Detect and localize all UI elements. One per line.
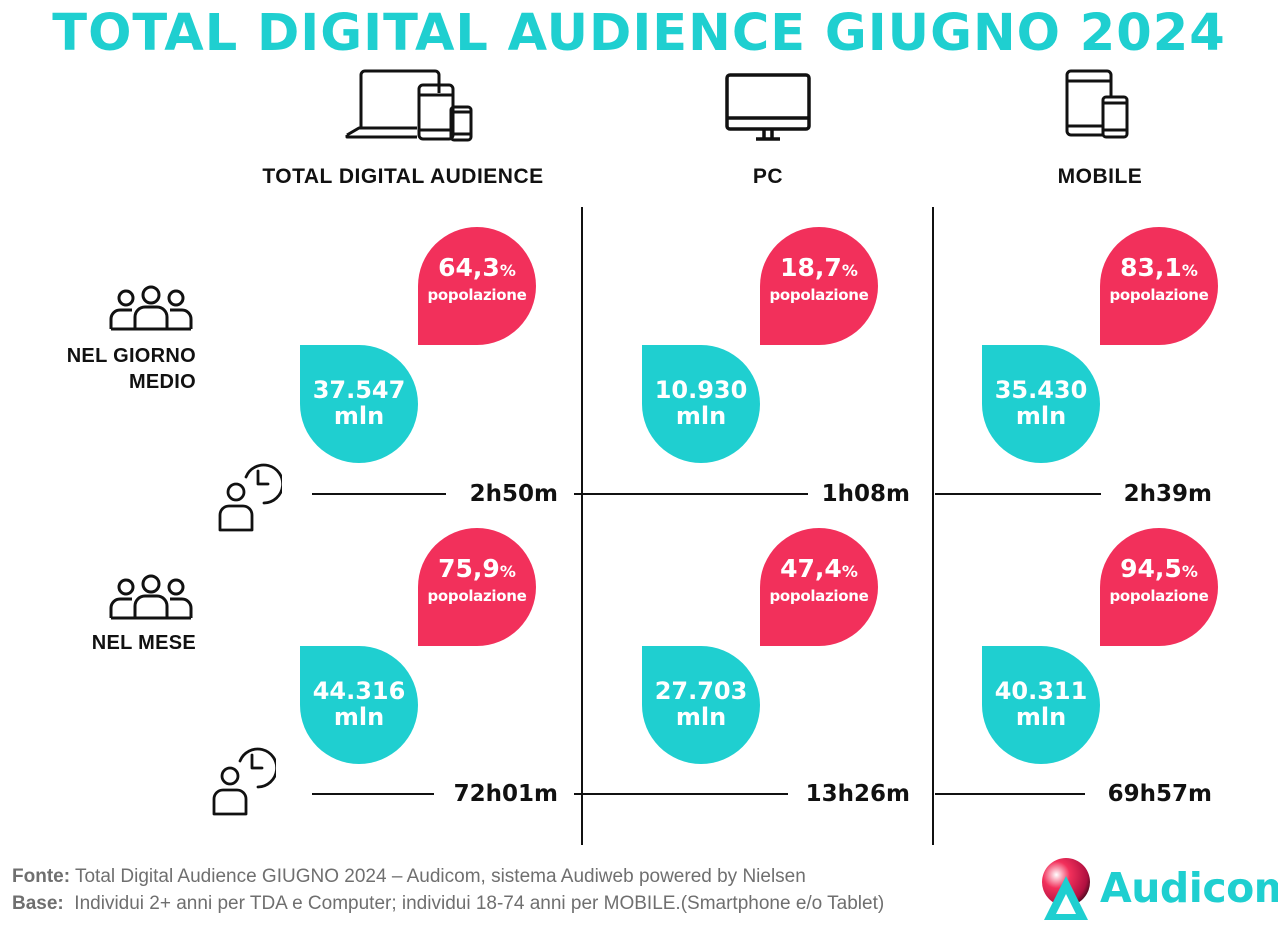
users-unit: mln [675,703,727,731]
time-rule [312,793,434,795]
audience-users-badge: 27.703 mln [642,646,760,764]
tablet-smartphone-icon [1065,69,1129,139]
time-rule [574,793,788,795]
pct-value: 83,1 [1120,253,1182,282]
pct-value: 94,5 [1120,554,1182,583]
time-spent-value: 72h01m [453,781,558,807]
users-value: 40.311 [994,677,1088,705]
population-pct-badge: 94,5% popolazione [1100,528,1218,646]
time-rule [935,493,1101,495]
footer-source-label: Fonte: [12,866,71,887]
users-value: 44.316 [312,677,406,705]
page-title: TOTAL DIGITAL AUDIENCE GIUGNO 2024 [52,4,1226,63]
pct-value: 75,9 [438,554,500,583]
people-group-icon [109,285,193,331]
pct-caption: popolazione [769,286,869,304]
row-label-nel-giorno-medio: NEL GIORNO MEDIO [16,343,196,395]
pct-value: 47,4 [780,554,842,583]
time-spent-value: 13h26m [805,781,910,807]
column-label-mobile: MOBILE [1057,165,1143,188]
column-divider [581,207,583,845]
footer-source-text: Total Digital Audience GIUGNO 2024 – Aud… [70,866,806,887]
users-unit: mln [1015,402,1067,430]
time-spent-value: 69h57m [1107,781,1212,807]
pct-caption: popolazione [427,587,527,605]
audience-users-badge: 37.547 mln [300,345,418,463]
pct-unit: % [841,562,858,581]
pct-unit: % [499,562,516,581]
pct-caption: popolazione [769,587,869,605]
users-value: 10.930 [654,376,748,404]
time-rule [935,793,1085,795]
pct-caption: popolazione [1109,587,1209,605]
multi-device-icon [345,69,473,142]
pct-value: 64,3 [438,253,500,282]
time-spent-value: 1h08m [821,481,910,507]
desktop-monitor-icon [725,73,811,141]
users-value: 37.547 [312,376,406,404]
row-label-line: NEL GIORNO [66,345,196,367]
footer-base: Base: Individui 2+ anni per TDA e Comput… [12,893,884,915]
population-pct-badge: 83,1% popolazione [1100,227,1218,345]
footer-base-text: Individui 2+ anni per TDA e Computer; in… [63,893,885,914]
time-spent-value: 2h50m [469,481,558,507]
pct-unit: % [1181,261,1198,280]
time-rule [574,493,808,495]
audience-users-badge: 44.316 mln [300,646,418,764]
footer-base-label: Base: [12,893,64,914]
person-clock-icon [212,747,276,816]
users-value: 35.430 [994,376,1088,404]
pct-unit: % [1181,562,1198,581]
column-label-total-digital-audience: TOTAL DIGITAL AUDIENCE [262,165,544,188]
pct-caption: popolazione [1109,286,1209,304]
users-unit: mln [333,703,385,731]
audicom-logo-text: Audicom [1100,864,1278,912]
time-rule [312,493,446,495]
pct-caption: popolazione [427,286,527,304]
users-unit: mln [675,402,727,430]
footer-source: Fonte: Total Digital Audience GIUGNO 202… [12,866,806,888]
column-label-pc: PC [752,165,784,188]
population-pct-badge: 64,3% popolazione [418,227,536,345]
row-label-line: NEL MESE [91,632,196,654]
column-divider [932,207,934,845]
population-pct-badge: 47,4% popolazione [760,528,878,646]
row-label-nel-mese: NEL MESE [16,630,196,656]
pct-unit: % [499,261,516,280]
population-pct-badge: 75,9% popolazione [418,528,536,646]
row-label-line: MEDIO [128,371,196,393]
people-group-icon [109,574,193,620]
time-spent-value: 2h39m [1123,481,1212,507]
person-clock-icon [218,463,282,532]
audience-users-badge: 10.930 mln [642,345,760,463]
audience-users-badge: 40.311 mln [982,646,1100,764]
users-unit: mln [333,402,385,430]
users-unit: mln [1015,703,1067,731]
audience-users-badge: 35.430 mln [982,345,1100,463]
population-pct-badge: 18,7% popolazione [760,227,878,345]
audicom-logo-icon [1042,858,1090,920]
pct-value: 18,7 [780,253,842,282]
pct-unit: % [841,261,858,280]
users-value: 27.703 [654,677,748,705]
